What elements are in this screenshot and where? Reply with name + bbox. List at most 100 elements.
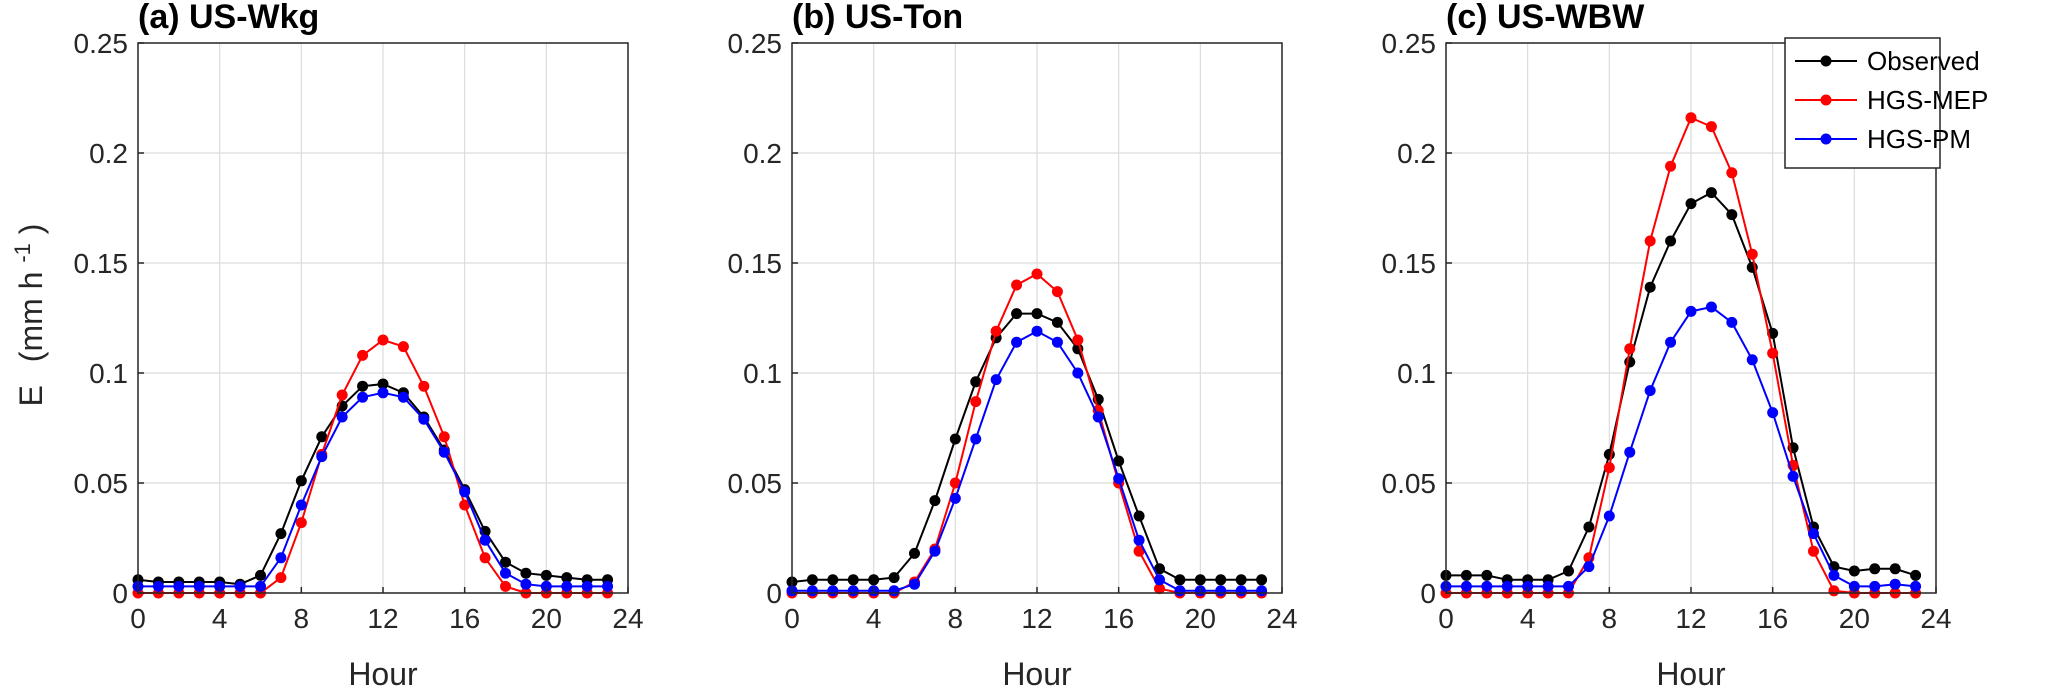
- panel-b-point-hgs-pm-12: [1031, 325, 1043, 337]
- panel-b-point-observed-11: [1011, 308, 1023, 320]
- panel-b-ytick-label-2: 0.1: [743, 358, 782, 389]
- panel-a-point-hgs-pm-20: [540, 580, 552, 592]
- panel-c-point-hgs-pm-23: [1910, 580, 1922, 592]
- panel-b-point-hgs-mep-10: [990, 325, 1002, 337]
- panel-a-line-hgs-pm: [138, 391, 608, 588]
- panel-c-point-hgs-mep-16: [1767, 347, 1779, 359]
- panel-b-point-hgs-pm-10: [990, 374, 1002, 386]
- svg-text:E (mm h -1 ): E (mm h -1 ): [1, 224, 49, 407]
- panel-a-series-hgs-mep: [132, 334, 614, 599]
- panel-a-point-hgs-pm-18: [500, 567, 511, 579]
- panel-a-axes-box: [137, 42, 629, 594]
- panel-b-point-hgs-pm-17: [1133, 534, 1145, 546]
- panel-b-point-hgs-pm-22: [1235, 585, 1247, 597]
- panel-b-xlabel: Hour: [1002, 656, 1072, 691]
- panel-c-point-hgs-pm-12: [1685, 305, 1697, 317]
- legend-label-observed: Observed: [1867, 46, 1980, 76]
- legend-marker-observed: [1820, 55, 1832, 67]
- panel-b-point-hgs-mep-8: [949, 477, 961, 489]
- panel-b-point-observed-3: [847, 574, 859, 586]
- panel-b-line-hgs-pm: [792, 330, 1262, 592]
- panel-c-point-hgs-mep-18: [1808, 545, 1819, 557]
- panel-b-point-hgs-pm-13: [1051, 336, 1063, 348]
- panel-c-ytick-label-0: 0: [1420, 578, 1436, 609]
- panel-b-point-observed-5: [888, 572, 900, 584]
- panel-b-line-observed: [791, 312, 1262, 583]
- panel-a-point-hgs-pm-17: [479, 534, 491, 546]
- panel-a-point-hgs-pm-9: [316, 451, 328, 463]
- panel-b-point-observed-4: [868, 574, 880, 586]
- panel-c-xtick-label-6: 24: [1920, 603, 1951, 634]
- legend-item-observed: Observed: [1795, 46, 1980, 76]
- y-axis-label-sup: -1: [10, 243, 35, 263]
- panel-b-point-observed-9: [970, 376, 982, 388]
- panel-c-point-hgs-mep-8: [1603, 462, 1615, 474]
- panel-a-xlabel: Hour: [348, 656, 418, 691]
- panel-b-xtick-label-2: 8: [948, 603, 964, 634]
- panel-a-point-hgs-pm-1: [152, 580, 164, 592]
- legend-item-hgs-pm: HGS-PM: [1795, 124, 1971, 154]
- panel-b-xtick-label-6: 24: [1266, 603, 1297, 634]
- panel-a-ytick-label-3: 0.15: [74, 248, 129, 279]
- panel-c-point-observed-20: [1848, 565, 1860, 577]
- panel-b-point-observed-19: [1174, 574, 1186, 586]
- panel-c-ytick-label-3: 0.15: [1382, 248, 1437, 279]
- panel-c-xtick-label-0: 0: [1438, 603, 1454, 634]
- panel-a-xtick-label-5: 20: [531, 603, 562, 634]
- panel-a-point-hgs-pm-19: [520, 578, 532, 590]
- panel-b-point-observed-1: [806, 574, 818, 586]
- panel-b-line-hgs-mep: [792, 272, 1262, 594]
- y-axis-label: E (mm h -1 ): [1, 224, 49, 407]
- panel-b: (b) US-Ton 0 4 8 12 16 20 24 0 0.05 0.1 0.15 0.2 0.…: [728, 0, 1298, 691]
- panel-b-point-hgs-pm-3: [847, 585, 859, 597]
- panel-c-point-hgs-mep-13: [1705, 121, 1717, 133]
- panel-b-point-hgs-pm-6: [909, 578, 920, 590]
- panel-a-point-hgs-pm-3: [193, 580, 205, 592]
- panel-c-point-hgs-pm-6: [1563, 580, 1574, 592]
- panel-b-point-observed-2: [827, 574, 839, 586]
- panel-b-point-hgs-pm-8: [949, 492, 961, 504]
- panel-c-ytick-label-5: 0.25: [1382, 28, 1437, 59]
- panel-a-point-hgs-pm-23: [602, 580, 614, 592]
- panel-b-point-hgs-mep-12: [1031, 268, 1043, 280]
- panel-a-point-observed-8: [295, 475, 307, 487]
- panel-b-point-hgs-pm-16: [1113, 473, 1125, 485]
- panel-c-point-hgs-mep-10: [1644, 235, 1656, 247]
- panel-a-ytick-label-0: 0: [112, 578, 128, 609]
- panel-a-series-observed: [132, 378, 614, 590]
- panel-a-point-hgs-pm-21: [561, 580, 573, 592]
- panel-b-series-hgs-pm: [786, 325, 1268, 597]
- panel-b-point-observed-12: [1031, 308, 1043, 320]
- panel-a-xtick-label-2: 8: [294, 603, 310, 634]
- legend: Observed HGS-MEP HGS-PM: [1784, 37, 1988, 169]
- panel-b-point-hgs-mep-14: [1072, 334, 1084, 346]
- panel-b-point-hgs-mep-9: [970, 396, 982, 408]
- panel-c-point-hgs-pm-7: [1583, 561, 1595, 573]
- legend-marker-hgs-pm: [1820, 133, 1832, 145]
- panel-a-point-observed-21: [561, 572, 573, 584]
- panel-a-line-observed: [137, 382, 608, 586]
- panel-c-point-hgs-mep-19: [1828, 585, 1840, 597]
- panel-b-xtick-label-4: 16: [1103, 603, 1134, 634]
- panel-b-xtick-label-1: 4: [866, 603, 882, 634]
- panel-a-point-hgs-mep-17: [479, 552, 491, 564]
- panel-c-point-hgs-pm-14: [1726, 316, 1738, 328]
- panel-b-point-hgs-pm-7: [929, 545, 941, 557]
- panel-b-point-observed-21: [1215, 574, 1227, 586]
- panel-a-point-hgs-mep-8: [295, 517, 307, 529]
- panel-b-point-hgs-mep-18: [1154, 583, 1165, 595]
- panel-b-point-hgs-pm-2: [827, 585, 839, 597]
- legend-marker-hgs-mep: [1820, 94, 1832, 106]
- panel-a-title: (a) US-Wkg: [138, 0, 319, 36]
- panel-a-point-hgs-mep-11: [357, 349, 369, 361]
- panel-a-xtick-label-1: 4: [212, 603, 228, 634]
- panel-c-point-observed-7: [1583, 521, 1595, 533]
- panel-a-point-hgs-pm-22: [581, 580, 593, 592]
- panel-a-point-hgs-pm-16: [459, 486, 471, 498]
- panel-c-point-observed-22: [1889, 563, 1901, 575]
- panel-c-point-hgs-pm-16: [1767, 407, 1779, 419]
- panel-b-point-observed-7: [929, 495, 941, 507]
- panel-c-point-hgs-pm-4: [1522, 580, 1534, 592]
- panel-c-point-hgs-pm-10: [1644, 385, 1656, 397]
